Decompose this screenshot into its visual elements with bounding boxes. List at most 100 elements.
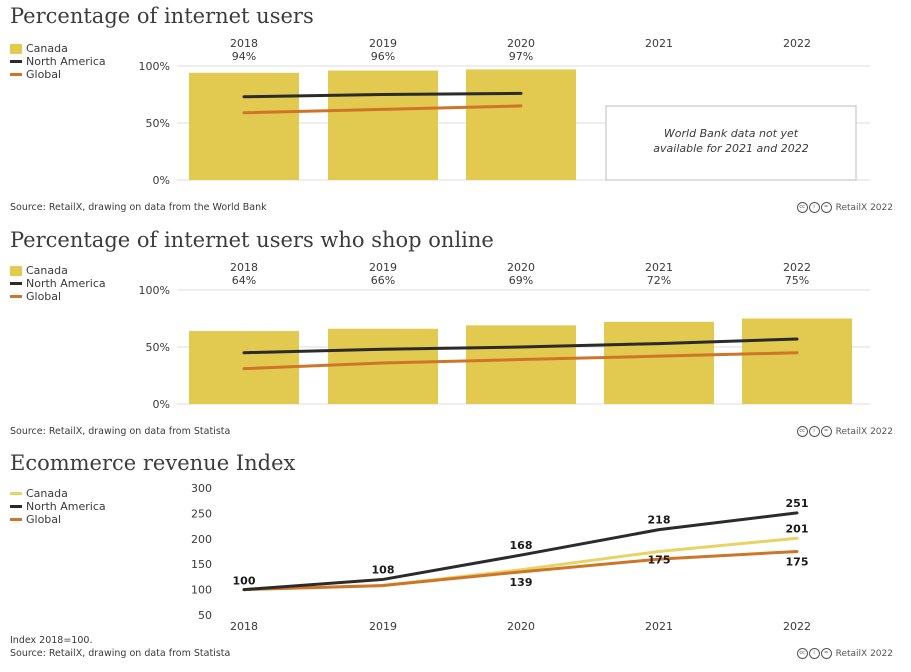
legend-item-north-america: North America [10,500,106,513]
bar-canada [742,318,852,404]
line-global [242,550,799,592]
by-icon: i [808,426,820,437]
legend-item-canada: Canada [10,487,106,500]
point-label: 251 [786,497,809,510]
north-america-swatch [10,60,22,63]
line-north-america [242,511,799,592]
point-label: 168 [510,539,533,552]
point-label: 201 [786,522,809,535]
y-tick-label: 150 [191,558,212,571]
legend-item-global: Global [10,290,106,303]
global-swatch [10,73,22,76]
data-label: 64% [232,274,256,287]
point-label: 175 [786,556,809,569]
point-label: 100 [233,575,256,588]
y-tick-label: 50% [146,117,170,130]
north-america-swatch [10,282,22,285]
y-tick-label: 200 [191,533,212,546]
x-category-label: 2020 [507,37,535,50]
x-category-label: 2019 [369,261,397,274]
y-tick-label: 0% [153,174,170,187]
by-icon: i [808,648,820,659]
x-tick-label: 2021 [645,620,673,633]
point-label: 218 [648,514,671,527]
cc-icon: cc [796,202,808,213]
x-category-label: 2021 [645,37,673,50]
x-category-label: 2022 [783,261,811,274]
nd-icon: = [820,648,832,659]
x-category-label: 2018 [230,261,258,274]
y-tick-label: 100% [139,284,170,297]
north-america-swatch [10,505,22,508]
global-swatch [10,295,22,298]
line-global [242,104,523,115]
legend-item-north-america: North America [10,277,106,290]
x-tick-label: 2022 [783,620,811,633]
legend-item-north-america: North America [10,55,106,68]
x-category-label: 2020 [507,261,535,274]
x-tick-label: 2018 [230,620,258,633]
legend-item-global: Global [10,513,106,526]
bar-canada [466,325,576,404]
cc-icon: cc [796,426,808,437]
canada-swatch [10,265,22,276]
by-icon: i [808,202,820,213]
x-category-label: 2021 [645,261,673,274]
cc-icon: cc [796,648,808,659]
x-tick-label: 2019 [369,620,397,633]
legend-item-canada: Canada [10,42,106,55]
chart3-credit: cc i = RetailX 2022 [796,648,893,659]
chart3-title: Ecommerce revenue Index [10,451,296,475]
data-label: 72% [647,274,671,287]
data-label: 96% [371,50,395,63]
data-label: 75% [785,274,809,287]
chart3-legend: Canada North America Global [10,487,106,526]
point-label: 139 [510,576,533,589]
chart3-note: Index 2018=100. [10,635,93,646]
nd-icon: = [820,202,832,213]
canada-swatch [10,492,22,495]
chart1-credit: cc i = RetailX 2022 [796,202,893,213]
y-tick-label: 300 [191,482,212,495]
point-label: 175 [648,554,671,567]
data-label: 97% [509,50,533,63]
global-swatch [10,518,22,521]
bar-canada [604,321,714,404]
data-label: 94% [232,50,256,63]
y-tick-label: 100% [139,60,170,73]
legend-item-canada: Canada [10,264,106,277]
note-text: available for 2021 and 2022 [653,142,808,155]
x-category-label: 2022 [783,37,811,50]
line-north-america [242,91,523,99]
canada-swatch [10,43,22,54]
y-tick-label: 100 [191,584,212,597]
bar-canada [328,328,438,404]
chart2-title: Percentage of internet users who shop on… [10,228,494,252]
y-tick-label: 0% [153,398,170,411]
chart2-credit: cc i = RetailX 2022 [796,426,893,437]
bar-canada [328,70,438,180]
y-tick-label: 50% [146,341,170,354]
x-category-label: 2018 [230,37,258,50]
line-global [242,351,799,371]
data-label: 69% [509,274,533,287]
y-tick-label: 250 [191,507,212,520]
chart2-source: Source: RetailX, drawing on data from St… [10,426,231,437]
note-text: World Bank data not yet [664,127,799,140]
legend-item-global: Global [10,68,106,81]
chart3-source: Source: RetailX, drawing on data from St… [10,648,231,659]
chart1-legend: Canada North America Global [10,42,106,81]
data-label: 66% [371,274,395,287]
chart1-source: Source: RetailX, drawing on data from th… [10,202,267,213]
point-label: 108 [372,563,395,576]
line-north-america [242,337,799,355]
note-box [605,105,857,181]
x-tick-label: 2020 [507,620,535,633]
chart2-legend: Canada North America Global [10,264,106,303]
nd-icon: = [820,426,832,437]
chart1-title: Percentage of internet users [10,4,314,28]
bar-canada [466,69,576,180]
x-category-label: 2019 [369,37,397,50]
